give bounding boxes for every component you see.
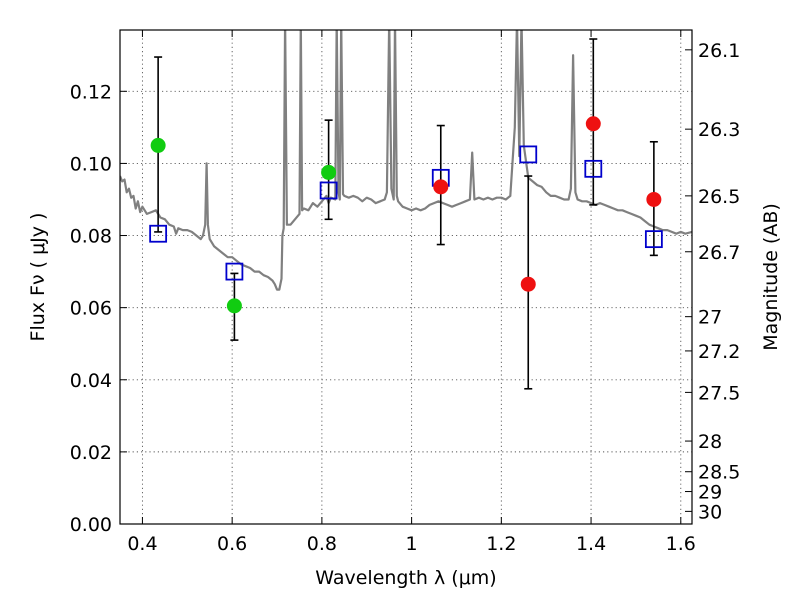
right-tick-label: 26.7 xyxy=(698,242,740,264)
model-flux-square xyxy=(519,145,538,164)
axis-ticks: 0.4 0.6 0.8 1 1.2 1.4 1.6 0.00 0.02 0.04 0.06 0.08 0… xyxy=(70,30,740,555)
observed-flux-point xyxy=(520,276,536,292)
right-tick-label: 26.1 xyxy=(698,40,740,62)
y-tick-label: 0.04 xyxy=(70,370,112,392)
right-tick-label: 29 xyxy=(698,482,722,504)
plot-frame xyxy=(119,29,693,525)
x-tick-label: 1.4 xyxy=(576,533,606,555)
right-axis-title: Magnitude (AB) xyxy=(760,203,782,351)
observed-flux-point xyxy=(150,137,166,153)
right-tick-label: 27.5 xyxy=(698,382,740,404)
y-tick-label: 0.00 xyxy=(70,514,112,536)
x-tick-label: 0.8 xyxy=(307,533,337,555)
observed-flux-point xyxy=(433,179,449,195)
plot-area xyxy=(120,30,692,390)
y-tick-label: 0.08 xyxy=(70,226,112,248)
right-tick-label: 27.2 xyxy=(698,341,740,363)
y-tick-label: 0.02 xyxy=(70,442,112,464)
observed-flux-point xyxy=(226,298,242,314)
y-tick-label: 0.06 xyxy=(70,298,112,320)
right-tick-label: 26.5 xyxy=(698,186,740,208)
observed-flux-point xyxy=(585,116,601,132)
right-tick-label: 28 xyxy=(698,431,722,453)
right-tick-label: 26.3 xyxy=(698,119,740,141)
right-tick-label: 30 xyxy=(698,501,722,523)
x-tick-label: 0.6 xyxy=(217,533,247,555)
right-tick-label: 27 xyxy=(698,307,722,329)
right-tick-label: 28.5 xyxy=(698,462,740,484)
x-tick-label: 1 xyxy=(406,533,418,555)
y-tick-label: 0.12 xyxy=(70,81,112,103)
y-tick-label: 0.10 xyxy=(70,153,112,175)
x-axis-title: Wavelength λ (μm) xyxy=(315,567,496,589)
model-spectrum-line xyxy=(120,30,692,291)
model-flux-square xyxy=(149,224,168,243)
model-flux-square xyxy=(319,181,338,200)
y-axis-title: Flux Fν ( μJy ) xyxy=(27,213,49,342)
x-tick-label: 1.6 xyxy=(666,533,696,555)
observed-flux-point xyxy=(321,164,337,180)
observed-flux-point xyxy=(646,191,662,207)
model-flux-square xyxy=(644,230,663,249)
model-flux-square xyxy=(225,262,244,281)
x-tick-label: 0.4 xyxy=(127,533,157,555)
x-tick-label: 1.2 xyxy=(486,533,516,555)
model-flux-square xyxy=(584,159,603,178)
